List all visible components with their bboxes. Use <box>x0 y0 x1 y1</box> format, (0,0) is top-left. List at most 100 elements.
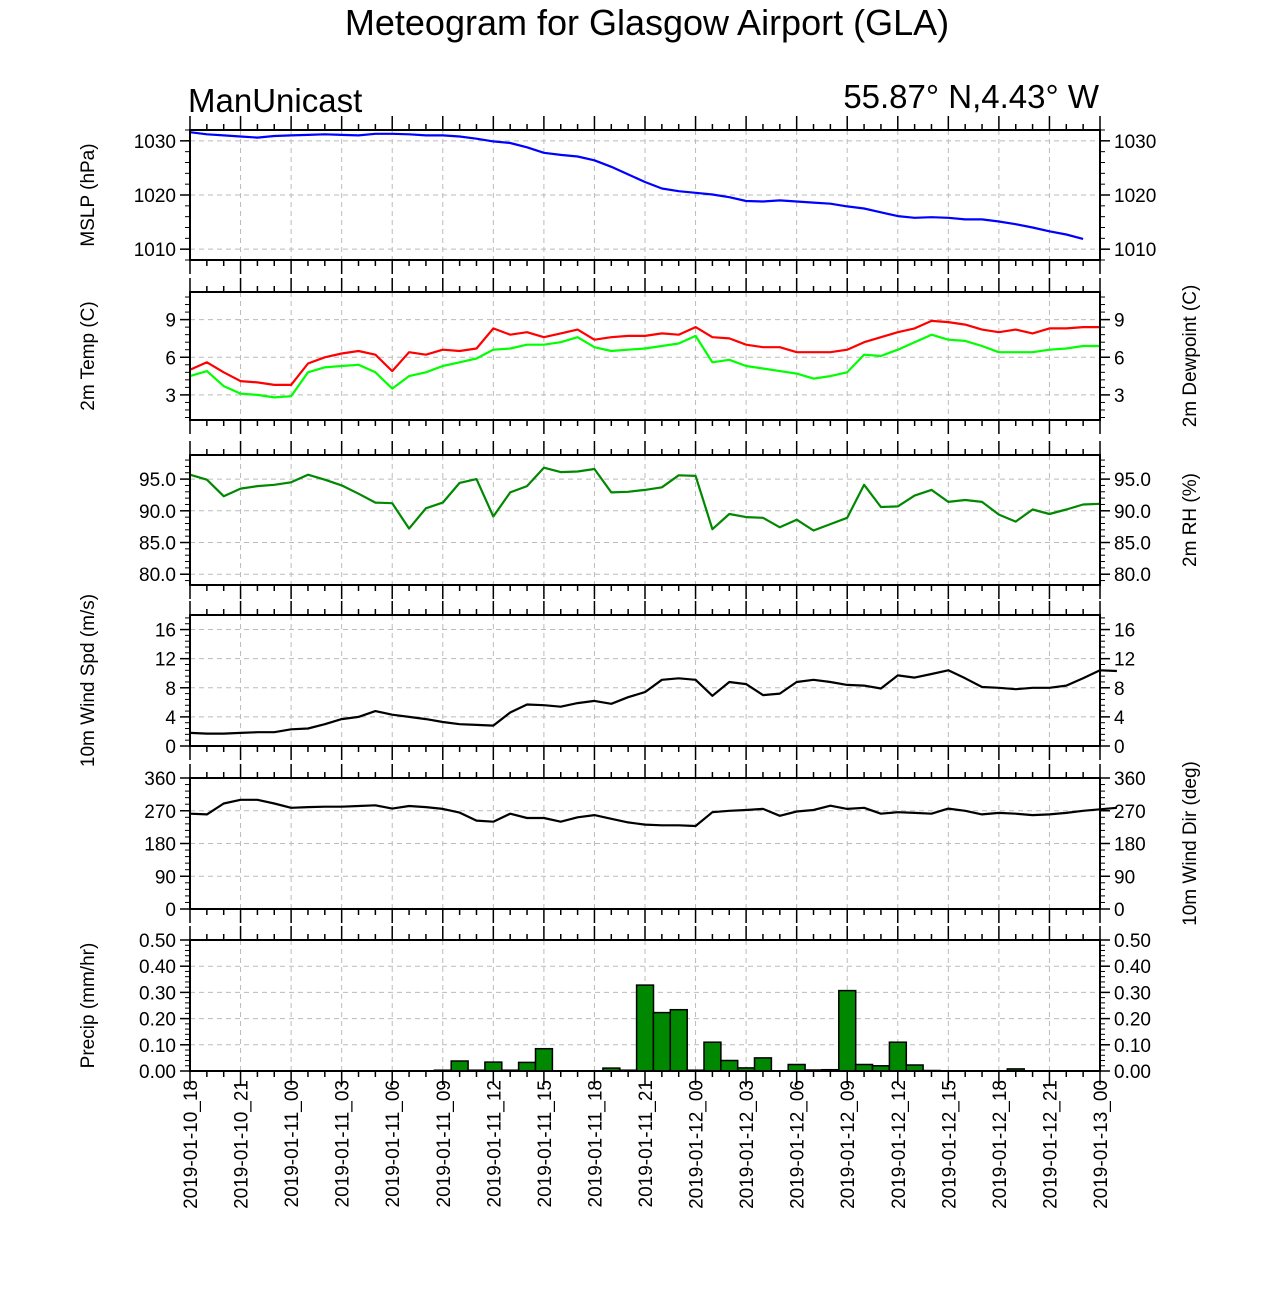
y-tick-label-left: 85.0 <box>139 534 176 555</box>
y-tick-label-left: 80.0 <box>139 565 176 586</box>
precip-bar <box>838 989 857 1072</box>
x-tick-label: 2019-01-11_18 <box>585 1080 606 1207</box>
y-tick-label-left: 0.10 <box>139 1036 176 1057</box>
y-tick-label-left: 16 <box>155 621 176 642</box>
x-tick-label: 2019-01-11_06 <box>383 1080 404 1207</box>
y-tick-label-right: 12 <box>1114 650 1135 671</box>
y-tick-label-left: 4 <box>165 708 176 729</box>
panel-wdir: 0 0 90 90 180 180 270 270 360 360 10m Wind Dir (de… <box>144 761 1201 926</box>
x-tick-label: 2019-01-11_12 <box>484 1080 505 1207</box>
panel-temp: 3 3 6 6 9 9 2m Temp (C) 2m Dewpoint (C) <box>78 278 1201 434</box>
precip-bar <box>534 1047 554 1072</box>
y-tick-label-left: 0.50 <box>139 931 176 952</box>
y-tick-label-left: 0.30 <box>139 983 176 1004</box>
y-tick-label-left: 180 <box>144 835 176 856</box>
series-line-mslp <box>189 131 1084 240</box>
y-tick-label-right: 0 <box>1114 900 1125 921</box>
y-tick-label-left: 0.20 <box>139 1010 176 1031</box>
y-axis-label-left: Precip (mm/hr) <box>78 943 99 1069</box>
y-tick-label-right: 8 <box>1114 679 1125 700</box>
y-tick-label-right: 0 <box>1114 737 1125 758</box>
x-tick-label: 2019-01-11_03 <box>333 1080 354 1207</box>
precip-bar <box>635 984 655 1072</box>
x-tick-label: 2019-01-12_06 <box>788 1080 809 1209</box>
y-tick-label-left: 8 <box>165 679 176 700</box>
y-tick-label-right: 80.0 <box>1114 565 1151 586</box>
precip-bar <box>753 1057 773 1072</box>
panel-mslp: 1010 1010 1020 1020 1030 1030 MSLP (hPa) <box>78 116 1156 274</box>
y-tick-label-right: 1020 <box>1114 186 1156 207</box>
y-tick-label-right: 16 <box>1114 621 1135 642</box>
precip-bar <box>888 1041 908 1072</box>
precip-bar <box>669 1008 688 1072</box>
x-tick-label: 2019-01-13_00 <box>1091 1080 1112 1209</box>
meteogram-panels: 1010 1010 1020 1020 1030 1030 MSLP (hPa) 3 3 6 6 9 9… <box>78 116 1201 1085</box>
y-tick-label-right: 0.40 <box>1114 957 1151 978</box>
y-tick-label-right: 9 <box>1114 311 1125 332</box>
y-axis-label-left: MSLP (hPa) <box>78 143 99 246</box>
y-tick-label-left: 9 <box>165 311 176 332</box>
series-line-wind <box>189 798 1117 828</box>
y-tick-label-left: 0 <box>165 900 176 921</box>
y-tick-label-left: 3 <box>165 386 176 407</box>
x-tick-label: 2019-01-11_15 <box>535 1080 556 1207</box>
y-tick-label-right: 90 <box>1114 867 1135 888</box>
panel-precip: 0.00 0.00 0.10 0.10 0.20 0.20 0.30 0.30 0.40 0.40… <box>78 926 1151 1085</box>
y-axis-label-left: 2m Temp (C) <box>78 301 99 410</box>
y-tick-label-left: 360 <box>144 769 176 790</box>
y-tick-label-left: 270 <box>144 802 176 823</box>
y-tick-label-right: 90.0 <box>1114 502 1151 523</box>
x-tick-label: 2019-01-11_00 <box>282 1080 303 1207</box>
y-tick-label-right: 95.0 <box>1114 470 1151 491</box>
y-tick-label-right: 0.30 <box>1114 983 1151 1004</box>
y-tick-label-left: 1010 <box>134 240 176 261</box>
y-tick-label-left: 6 <box>165 348 176 369</box>
y-axis-label-left: 10m Wind Spd (m/s) <box>78 594 99 767</box>
y-tick-label-right: 6 <box>1114 348 1125 369</box>
y-tick-label-right: 270 <box>1114 802 1146 823</box>
series-line-wind <box>189 669 1117 735</box>
precip-bar <box>517 1061 537 1072</box>
y-tick-label-right: 0.20 <box>1114 1010 1151 1031</box>
x-tick-label: 2019-01-12_18 <box>990 1080 1011 1209</box>
y-tick-label-left: 0.00 <box>139 1062 176 1083</box>
station-coordinates: 55.87° N,4.43° W <box>843 78 1100 115</box>
x-tick-label: 2019-01-12_21 <box>1040 1080 1061 1209</box>
y-tick-label-left: 1020 <box>134 186 176 207</box>
y-tick-label-right: 360 <box>1114 769 1146 790</box>
x-tick-label: 2019-01-10_18 <box>181 1080 202 1209</box>
y-axis-label-right: 2m RH (%) <box>1180 473 1201 567</box>
x-tick-label: 2019-01-11_21 <box>636 1080 657 1207</box>
y-tick-label-right: 1030 <box>1114 132 1156 153</box>
chart-title: Meteogram for Glasgow Airport (GLA) <box>345 2 949 43</box>
y-tick-label-left: 90 <box>155 867 176 888</box>
precip-bar <box>450 1060 469 1072</box>
y-tick-label-right: 0.00 <box>1114 1062 1151 1083</box>
y-tick-label-right: 85.0 <box>1114 534 1151 555</box>
y-tick-label-right: 1010 <box>1114 240 1156 261</box>
x-tick-label: 2019-01-12_12 <box>889 1080 910 1209</box>
y-tick-label-right: 0.50 <box>1114 931 1151 952</box>
x-tick-label: 2019-01-12_00 <box>687 1080 708 1209</box>
station-name: ManUnicast <box>188 82 362 119</box>
y-axis-label-right: 2m Dewpoint (C) <box>1180 285 1201 428</box>
y-axis-label-right: 10m Wind Dir (deg) <box>1180 761 1201 926</box>
y-tick-label-right: 180 <box>1114 835 1146 856</box>
y-tick-label-right: 3 <box>1114 386 1125 407</box>
panel-rh: 80.0 80.0 85.0 85.0 90.0 90.0 95.0 95.0 2m RH (%… <box>139 441 1201 599</box>
precip-bar <box>703 1041 722 1072</box>
y-tick-label-right: 0.10 <box>1114 1036 1151 1057</box>
y-tick-label-left: 95.0 <box>139 470 176 491</box>
y-tick-label-left: 0 <box>165 737 176 758</box>
precip-bar <box>484 1061 503 1072</box>
y-tick-label-right: 4 <box>1114 708 1125 729</box>
y-tick-label-left: 90.0 <box>139 502 176 523</box>
series-line-dewpoint <box>189 333 1100 399</box>
y-tick-label-left: 1030 <box>134 132 176 153</box>
x-tick-label: 2019-01-12_09 <box>838 1080 859 1209</box>
x-tick-label: 2019-01-11_09 <box>434 1080 455 1207</box>
x-tick-label: 2019-01-12_15 <box>939 1080 960 1209</box>
x-tick-label: 2019-01-10_21 <box>232 1080 253 1209</box>
series-line-temp <box>189 319 1100 386</box>
